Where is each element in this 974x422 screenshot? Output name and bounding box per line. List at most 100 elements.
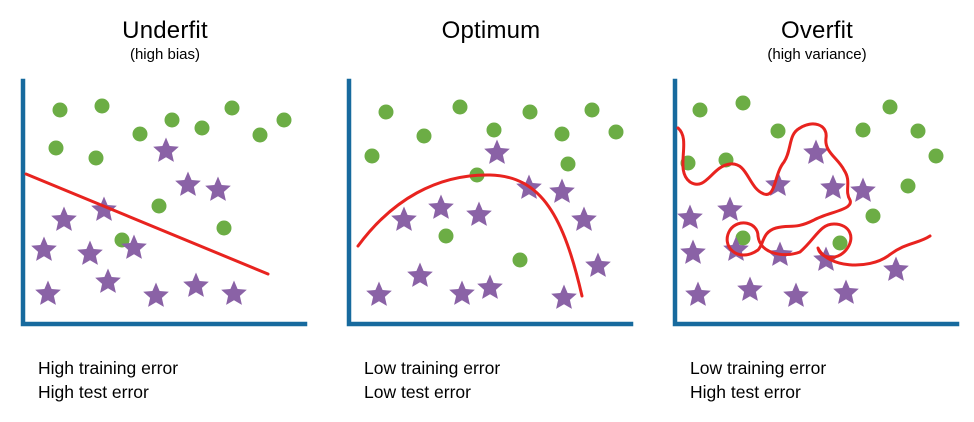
purple-star-point xyxy=(449,280,475,305)
axes xyxy=(672,78,960,327)
green-circle-point xyxy=(928,148,944,164)
panel-subtitle: (high variance) xyxy=(767,46,867,63)
purple-star-point xyxy=(153,137,179,162)
panel-subtitle: (high bias) xyxy=(129,46,201,63)
purple-star-point xyxy=(428,194,454,219)
green-circle-point xyxy=(438,228,454,244)
panel-header: Overfit (high variance) xyxy=(668,10,966,78)
green-circle-point xyxy=(882,99,898,115)
purple-star-point xyxy=(717,196,743,221)
purple-star-point xyxy=(175,171,201,196)
green-circle-point xyxy=(151,198,167,214)
green-circle-point xyxy=(560,156,576,172)
purple-star-point xyxy=(551,284,577,309)
panel-underfit: Underfit (high bias) High training error… xyxy=(16,10,314,404)
overfit-plot xyxy=(672,78,960,327)
panel-header: Underfit (high bias) xyxy=(16,10,314,78)
purple-star-point xyxy=(31,236,57,261)
decision-boundary xyxy=(356,173,584,298)
green-circle-point xyxy=(94,98,110,114)
green-circle-point xyxy=(770,123,786,139)
purple-star-point xyxy=(549,178,575,203)
green-circle-point xyxy=(378,104,394,120)
training-error-label: Low training error xyxy=(690,358,827,378)
purple-star-point xyxy=(883,256,909,281)
purple-star-point xyxy=(850,177,876,202)
training-error-label: Low training error xyxy=(364,358,501,378)
green-circle-point xyxy=(832,235,848,251)
optimum-plot xyxy=(346,78,634,327)
purple-star-point xyxy=(477,274,503,299)
green-circle-point xyxy=(855,122,871,138)
green-circle-point xyxy=(584,102,600,118)
green-circle-point xyxy=(194,120,210,136)
decision-boundary xyxy=(676,122,932,267)
purple-star-point xyxy=(783,282,809,307)
purple-star-point xyxy=(407,262,433,287)
green-circle-point xyxy=(88,150,104,166)
purple-star-point xyxy=(121,234,147,259)
green-circle-point xyxy=(276,112,292,128)
green-circle-point xyxy=(132,126,148,142)
green-circle-point xyxy=(512,252,528,268)
purple-star-point xyxy=(685,281,711,306)
green-circle-point xyxy=(735,95,751,111)
green-circle-point xyxy=(48,140,64,156)
green-circle-point xyxy=(452,99,468,115)
test-error-label: High test error xyxy=(38,382,149,403)
purple-star-point xyxy=(51,206,77,231)
panel-title: Overfit xyxy=(780,17,854,44)
purple-star-point xyxy=(737,276,763,301)
decision-boundary xyxy=(24,172,270,276)
purple-star-point xyxy=(221,280,247,305)
green-circle-point xyxy=(416,128,432,144)
green-circle-point xyxy=(865,208,881,224)
training-error-label: High training error xyxy=(38,358,179,378)
axes xyxy=(346,78,634,327)
panel-header: Optimum xyxy=(342,10,640,78)
green-circle-point xyxy=(216,220,232,236)
green-circle-point xyxy=(164,112,180,128)
purple-star-point xyxy=(366,281,392,306)
green-circle-point xyxy=(522,104,538,120)
green-circle-point xyxy=(900,178,916,194)
panel-subtitle xyxy=(342,46,640,64)
test-error-label: High test error xyxy=(690,382,801,403)
panel-caption: Low training error Low test error xyxy=(342,356,640,404)
purple-star-point xyxy=(91,196,117,221)
purple-star-point xyxy=(484,139,510,164)
green-circle-point xyxy=(364,148,380,164)
panel-title: Underfit xyxy=(122,17,208,44)
underfit-plot xyxy=(20,78,308,327)
purple-star-point xyxy=(143,282,169,307)
panel-caption: Low training error High test error xyxy=(668,356,966,404)
test-error-label: Low test error xyxy=(364,382,471,403)
green-circle-point xyxy=(554,126,570,142)
purple-star-point xyxy=(833,279,859,304)
purple-star-point xyxy=(466,201,492,226)
purple-star-point xyxy=(571,206,597,231)
green-circle-point xyxy=(608,124,624,140)
purple-star-point xyxy=(35,280,61,305)
green-circle-point xyxy=(910,123,926,139)
purple-star-point xyxy=(677,204,703,229)
purple-star-point xyxy=(820,174,846,199)
purple-star-point xyxy=(680,239,706,264)
green-circle-point xyxy=(692,102,708,118)
purple-star-point xyxy=(77,240,103,265)
purple-star-point xyxy=(585,252,611,277)
purple-star-point xyxy=(95,268,121,293)
green-circle-point xyxy=(486,122,502,138)
purple-star-point xyxy=(205,176,231,201)
panel-optimum: Optimum Low training error Low test erro… xyxy=(342,10,640,404)
bias-variance-figure: Underfit (high bias) High training error… xyxy=(16,10,966,404)
green-circle-point xyxy=(735,230,751,246)
panel-overfit: Overfit (high variance) Low training err… xyxy=(668,10,966,404)
green-circle-point xyxy=(52,102,68,118)
panel-caption: High training error High test error xyxy=(16,356,314,404)
purple-star-point xyxy=(391,206,417,231)
purple-star-point xyxy=(183,272,209,297)
green-circle-point xyxy=(224,100,240,116)
panel-title: Optimum xyxy=(441,17,541,44)
axes xyxy=(20,78,308,327)
